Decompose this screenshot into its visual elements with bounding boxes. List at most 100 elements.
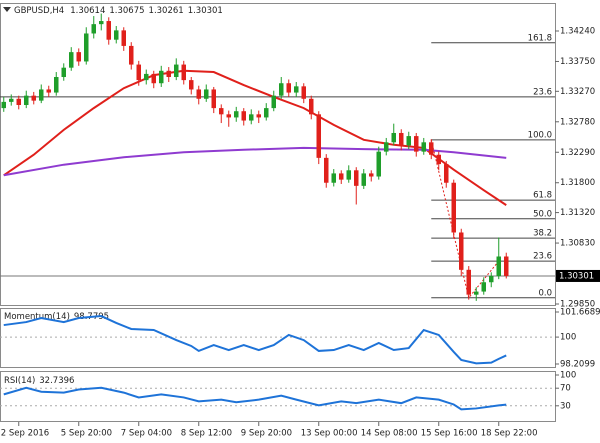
- y-tick-label: 1.32290: [560, 148, 595, 158]
- fibo-label: 161.8: [528, 33, 552, 43]
- candle-body: [9, 98, 14, 102]
- candle-body: [316, 114, 321, 158]
- indicator-line: [3, 146, 507, 177]
- y-tick-label: 30: [560, 401, 571, 411]
- candle-body: [24, 95, 29, 105]
- candle-body: [301, 86, 306, 99]
- candle-body: [436, 154, 441, 165]
- candle-body: [399, 132, 404, 146]
- candle-body: [459, 232, 464, 270]
- candle-body: [309, 98, 314, 115]
- candle-body: [279, 83, 284, 96]
- candle-body: [481, 282, 486, 292]
- candle-body: [84, 33, 89, 62]
- candle-body: [204, 89, 209, 99]
- candle-body: [114, 30, 119, 40]
- indicator-line: [3, 386, 507, 411]
- y-tick-label: 1.33750: [560, 57, 595, 67]
- momentum-frame: [0, 308, 556, 368]
- candle-body: [76, 52, 81, 62]
- candle-body: [429, 142, 434, 155]
- candle-body: [61, 67, 66, 78]
- y-tick-label: 1.32780: [560, 117, 595, 127]
- candle-body: [39, 89, 44, 101]
- y-tick-label: 98.2099: [560, 360, 595, 370]
- main-frame: [0, 3, 556, 306]
- price-tag: [556, 269, 600, 282]
- y-tick-label: 1.30830: [560, 239, 595, 249]
- candle-body: [46, 89, 51, 93]
- candle-body: [196, 89, 201, 99]
- candle-body: [226, 114, 231, 118]
- candle-body: [391, 132, 396, 143]
- fibo-label: 23.6: [533, 87, 552, 97]
- candle-body: [331, 173, 336, 183]
- candle-body: [121, 30, 126, 46]
- close-value: 1.30301: [188, 6, 223, 16]
- candle-body: [211, 89, 216, 109]
- x-tick-label: 13 Sep 00:00: [301, 429, 358, 439]
- candle-body: [256, 114, 261, 118]
- candle-body: [421, 142, 426, 152]
- indicator-line: [430, 139, 500, 299]
- candle-body: [414, 136, 419, 152]
- candle-body: [54, 77, 59, 93]
- candle-body: [151, 73, 156, 84]
- y-tick-label: 100: [560, 371, 576, 381]
- candle-body: [69, 52, 74, 68]
- candle-body: [489, 276, 494, 283]
- candle-body: [346, 170, 351, 180]
- candle-body: [129, 45, 134, 65]
- y-tick-label: 70: [560, 384, 571, 394]
- y-tick-label: 100: [560, 333, 576, 343]
- low-value: 1.30261: [149, 6, 184, 16]
- candle-body: [136, 64, 141, 81]
- y-tick-label: 1.33270: [560, 87, 595, 97]
- momentum-title: Momentum(14): [4, 312, 70, 322]
- candle-body: [361, 173, 366, 186]
- candle-body: [234, 111, 239, 118]
- candle-body: [496, 256, 501, 277]
- candle-body: [1, 101, 6, 109]
- candle-body: [286, 83, 291, 93]
- candle-body: [219, 108, 224, 115]
- indicator-line: [3, 69, 507, 206]
- candle-body: [159, 70, 164, 84]
- x-tick-label: 18 Sep 22:00: [481, 429, 538, 439]
- candle-body: [91, 24, 96, 34]
- fibo-label: 38.2: [533, 229, 552, 239]
- fibo-label: 100.0: [528, 130, 552, 140]
- candle-body: [504, 256, 509, 276]
- x-tick-label: 2 Sep 2016: [1, 429, 49, 439]
- x-tick-label: 15 Sep 16:00: [421, 429, 478, 439]
- candle-body: [31, 95, 36, 101]
- symbol: GBPUSD,H4: [14, 6, 64, 16]
- candle-body: [241, 111, 246, 121]
- chart-header: GBPUSD,H4 1.30614 1.30675 1.30261 1.30301: [14, 6, 223, 16]
- candle-body: [166, 70, 171, 78]
- x-tick-label: 14 Sep 08:00: [361, 429, 418, 439]
- y-tick-label: 101.6689: [560, 308, 600, 318]
- rsi-frame: [0, 371, 556, 422]
- fibo-label: 50.0: [533, 209, 552, 219]
- candle-body: [354, 170, 359, 186]
- candle-body: [339, 173, 344, 180]
- open-value: 1.30614: [70, 6, 105, 16]
- fibo-label: 61.8: [533, 191, 552, 201]
- rsi-last: 32.7396: [39, 376, 74, 386]
- y-tick-label: 1.31800: [560, 178, 595, 188]
- candle-body: [181, 64, 186, 81]
- x-tick-label: 7 Sep 04:00: [121, 429, 172, 439]
- candle-body: [294, 86, 299, 93]
- candle-body: [144, 73, 149, 81]
- candle-body: [376, 151, 381, 177]
- candle-body: [451, 182, 456, 233]
- high-value: 1.30675: [109, 6, 144, 16]
- rsi-title: RSI(14): [4, 376, 35, 386]
- rsi-header: RSI(14) 32.7396: [4, 376, 74, 386]
- candle-body: [249, 114, 254, 121]
- menu-icon[interactable]: [3, 7, 11, 12]
- candle-body: [474, 291, 479, 295]
